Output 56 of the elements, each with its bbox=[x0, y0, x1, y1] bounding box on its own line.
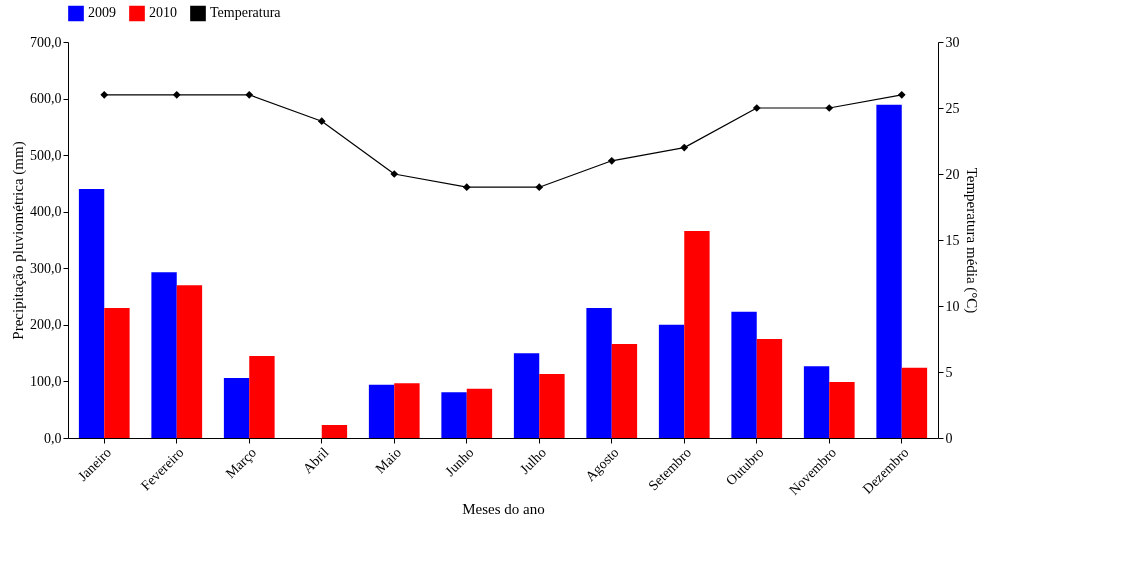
point bbox=[752, 104, 761, 112]
bar bbox=[249, 355, 275, 438]
point bbox=[100, 90, 109, 99]
y2-tick-label: 0 bbox=[945, 430, 953, 446]
bar bbox=[321, 424, 348, 438]
bar bbox=[223, 378, 250, 438]
legend-label: Temperatura bbox=[210, 5, 282, 21]
point bbox=[245, 90, 254, 99]
y-tick-label: 200,0 bbox=[30, 317, 62, 333]
bar bbox=[756, 339, 783, 438]
point bbox=[172, 90, 181, 99]
bar bbox=[876, 104, 902, 438]
point bbox=[390, 170, 399, 178]
bar bbox=[176, 285, 203, 438]
bar bbox=[829, 381, 855, 438]
point bbox=[897, 90, 906, 99]
bar bbox=[78, 189, 105, 438]
y2-tick-label: 20 bbox=[945, 166, 960, 182]
y-tick-label: 400,0 bbox=[30, 204, 62, 220]
bar bbox=[441, 392, 467, 438]
bar bbox=[658, 324, 685, 438]
point bbox=[825, 104, 834, 112]
point bbox=[680, 143, 689, 152]
bar bbox=[803, 366, 830, 438]
legend-label: 2010 bbox=[149, 5, 177, 21]
point bbox=[317, 117, 326, 126]
y2-tick-label: 15 bbox=[945, 232, 960, 248]
y-tick-label: 500,0 bbox=[30, 147, 62, 163]
point bbox=[535, 183, 544, 192]
bar bbox=[513, 353, 540, 438]
y-tick-label: 100,0 bbox=[30, 373, 62, 389]
legend-label: 2009 bbox=[88, 5, 116, 21]
bar bbox=[684, 230, 710, 438]
bar bbox=[394, 383, 420, 438]
point bbox=[462, 183, 471, 192]
y-tick-label: 300,0 bbox=[30, 260, 62, 276]
y2-tick-label: 5 bbox=[945, 364, 953, 380]
bar bbox=[466, 388, 493, 438]
bar bbox=[731, 311, 757, 438]
y2-tick-label: 25 bbox=[945, 100, 960, 116]
y2-tick-label: 30 bbox=[945, 34, 960, 50]
bar bbox=[901, 367, 928, 438]
bar bbox=[611, 344, 638, 438]
bar bbox=[104, 307, 130, 438]
bar bbox=[368, 384, 395, 438]
y-axis-title: Precipitação pluviométrica (mm) bbox=[10, 141, 27, 340]
y-tick-label: 600,0 bbox=[30, 91, 62, 107]
y-tick-label: 0,0 bbox=[44, 430, 62, 446]
y2-axis-title: Temperatura média (°C) bbox=[962, 167, 980, 314]
y2-tick-label: 10 bbox=[945, 298, 960, 314]
bar bbox=[586, 307, 612, 438]
y-tick-label: 700,0 bbox=[30, 34, 62, 50]
bar bbox=[151, 272, 177, 438]
x-axis-title: Meses do ano bbox=[462, 500, 545, 517]
point bbox=[607, 156, 616, 165]
bar bbox=[539, 374, 565, 438]
